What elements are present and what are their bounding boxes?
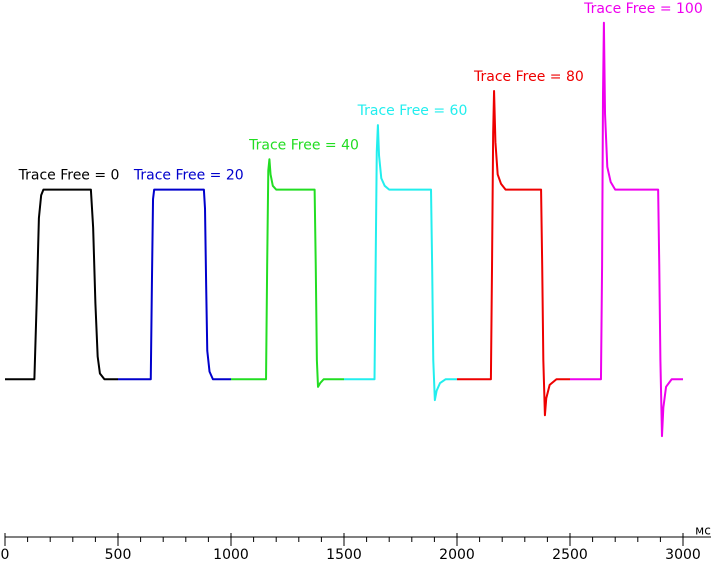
trace-line [231, 158, 344, 388]
trace-label: Trace Free = 80 [473, 69, 584, 85]
trace-label: Trace Free = 40 [248, 137, 359, 153]
x-tick-label: 1500 [326, 547, 362, 562]
trace-label: Trace Free = 20 [133, 168, 244, 184]
trace-line [5, 188, 118, 381]
x-tick-label: 2000 [439, 547, 475, 562]
x-tick-label: 3000 [665, 547, 701, 562]
trace-line [118, 188, 231, 381]
trace-label: Trace Free = 60 [357, 103, 468, 119]
trace-line [344, 124, 457, 402]
trace-label: Trace Free = 0 [18, 168, 120, 184]
trace-label: Trace Free = 100 [583, 1, 703, 17]
x-tick-label: 2500 [552, 547, 588, 562]
trace-line [457, 90, 570, 417]
trace-line [570, 21, 683, 438]
x-tick-label: 0 [1, 547, 10, 562]
x-axis-label: мс [695, 524, 711, 538]
x-tick-label: 500 [105, 547, 132, 562]
x-tick-label: 1000 [213, 547, 249, 562]
